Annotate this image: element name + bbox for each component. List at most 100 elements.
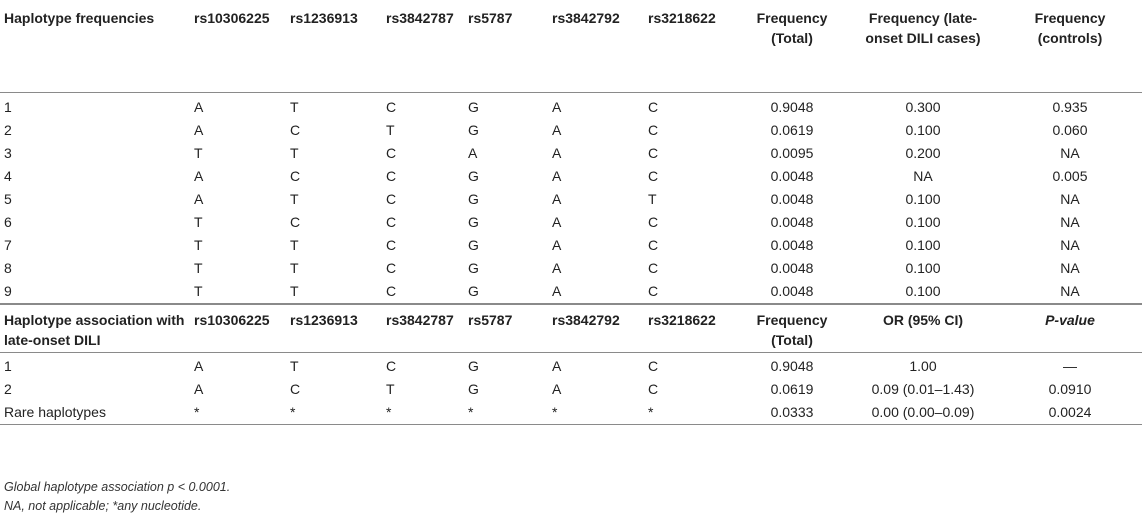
table-cell: * [286, 401, 382, 425]
table-cell: 3 [4, 145, 12, 161]
section2-body: Haplotype association with late-onset DI… [0, 303, 1142, 425]
table-cell: 0.0048 [770, 214, 814, 230]
table-cell: G [468, 260, 479, 276]
table-cell: C [386, 358, 397, 374]
footnote-global-association: Global haplotype association p < 0.0001. [4, 480, 231, 494]
table-cell: G [468, 381, 479, 397]
table-row: 5 A T C G A T 0.0048 0.100 NA [0, 188, 1142, 211]
table-row: 1 A T C G A C 0.9048 1.00 — [0, 353, 1142, 379]
table-cell: A [194, 168, 204, 184]
table-cell: NA [913, 168, 933, 184]
section1-header-row: Haplotype frequencies rs10306225 rs1236913… [0, 0, 1142, 93]
table-cell: 0.9048 [770, 358, 814, 374]
table-cell: 0.9048 [770, 99, 814, 115]
table-cell: 0.0333 [736, 401, 848, 425]
column-header: rs10306225 [190, 303, 286, 353]
table-cell: 6 [4, 214, 12, 230]
column-header: rs1236913 [286, 303, 382, 353]
table-cell: A [552, 122, 562, 138]
p-value-label: P-value [1045, 312, 1095, 328]
table-cell: C [386, 283, 397, 299]
table-cell: NA [1060, 145, 1080, 161]
column-header: rs3842792 [548, 303, 644, 353]
table-cell: Rare haplotypes [0, 401, 190, 425]
column-header: rs3842787 [382, 303, 464, 353]
column-header: rs5787 [464, 0, 548, 93]
table-cell: G [468, 168, 479, 184]
column-header: P-value [998, 303, 1142, 353]
table-cell: C [290, 122, 301, 138]
column-header: Haplotype association with late-onset DI… [0, 303, 190, 353]
table-cell: C [648, 214, 659, 230]
table-cell: C [386, 168, 397, 184]
table-row: 7 T T C G A C 0.0048 0.100 NA [0, 234, 1142, 257]
table-cell: C [386, 145, 397, 161]
table-cell: A [194, 122, 204, 138]
table-cell: 9 [4, 283, 12, 299]
table-row: 1 A T C G A C 0.9048 0.300 0.935 [0, 93, 1142, 120]
table-cell: G [468, 358, 479, 374]
table-cell: * [548, 401, 644, 425]
table-cell: C [386, 260, 397, 276]
table-cell: NA [1060, 214, 1080, 230]
table-cell: A [552, 145, 562, 161]
table-cell: A [552, 283, 562, 299]
table-cell: A [552, 381, 562, 397]
column-header: rs3842792 [548, 0, 644, 93]
table-cell: 0.300 [905, 99, 941, 115]
table-cell: 1 [4, 358, 12, 374]
table-cell: C [290, 168, 301, 184]
table-cell: 2 [4, 122, 12, 138]
table-cell: C [386, 191, 397, 207]
table-cell: A [552, 99, 562, 115]
table-cell: NA [1060, 283, 1080, 299]
table-cell: * [382, 401, 464, 425]
table-cell: A [194, 381, 204, 397]
column-header: Frequency (Total) [736, 0, 848, 93]
column-header: rs1236913 [286, 0, 382, 93]
table-cell: A [552, 237, 562, 253]
table-row: 6 T C C G A C 0.0048 0.100 NA [0, 211, 1142, 234]
table-cell: T [290, 99, 299, 115]
table-cell: 0.100 [905, 122, 941, 138]
table-cell: 0.100 [905, 191, 941, 207]
table-cell: T [290, 145, 299, 161]
table-cell: C [386, 99, 397, 115]
table-cell: G [468, 283, 479, 299]
table-cell: 0.0048 [770, 260, 814, 276]
column-header: rs10306225 [190, 0, 286, 93]
table-row: Rare haplotypes * * * * * * 0.0333 0.00 (0.00–0.… [0, 401, 1142, 425]
table-cell: NA [1060, 237, 1080, 253]
table-cell: T [194, 260, 203, 276]
table-cell: * [464, 401, 548, 425]
table-cell: 0.0024 [998, 401, 1142, 425]
table-row: 8 T T C G A C 0.0048 0.100 NA [0, 257, 1142, 280]
table-cell: C [648, 168, 659, 184]
table-cell: T [290, 260, 299, 276]
table-footnotes: Global haplotype association p < 0.0001.… [4, 478, 230, 516]
table-cell: C [648, 99, 659, 115]
table-cell: 0.0619 [770, 381, 814, 397]
table-cell: C [648, 145, 659, 161]
table-row: 3 T T C A A C 0.0095 0.200 NA [0, 142, 1142, 165]
table-cell: C [648, 283, 659, 299]
table-cell: — [1063, 358, 1077, 374]
table-cell: C [648, 260, 659, 276]
table-cell: 0.0619 [770, 122, 814, 138]
table-cell: A [468, 145, 478, 161]
column-header: rs3842787 [382, 0, 464, 93]
table-cell: A [552, 358, 562, 374]
table-cell: T [386, 122, 395, 138]
table-cell: C [290, 214, 301, 230]
column-header: rs3218622 [644, 0, 736, 93]
table-cell: T [648, 191, 657, 207]
table-cell: 0.100 [905, 237, 941, 253]
table-cell: 0.0095 [770, 145, 814, 161]
table-cell: * [644, 401, 736, 425]
table-cell: 0.100 [905, 214, 941, 230]
table-cell: G [468, 237, 479, 253]
table-cell: G [468, 122, 479, 138]
table-cell: T [194, 237, 203, 253]
table-cell: C [648, 358, 659, 374]
